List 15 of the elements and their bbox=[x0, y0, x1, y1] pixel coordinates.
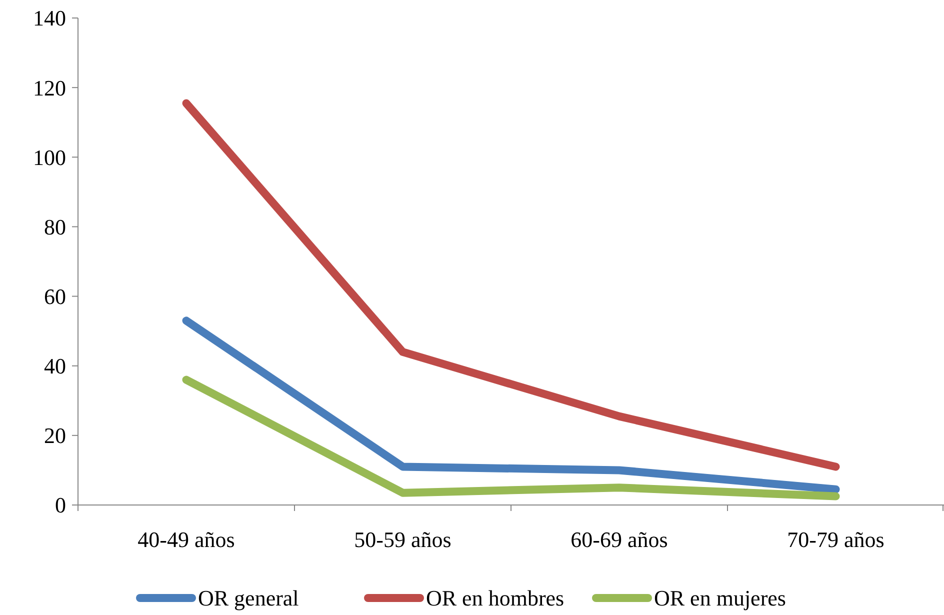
y-tick-label: 40 bbox=[44, 354, 66, 379]
x-tick-label: 50-59 años bbox=[354, 527, 452, 552]
legend-label: OR en mujeres bbox=[654, 586, 786, 611]
y-tick-label: 120 bbox=[33, 75, 66, 100]
y-tick-label: 100 bbox=[33, 144, 66, 170]
x-tick-label: 60-69 años bbox=[570, 527, 668, 552]
y-tick-label: 60 bbox=[44, 284, 66, 309]
legend-label: OR general bbox=[198, 586, 299, 611]
legend-label: OR en hombres bbox=[426, 586, 564, 611]
x-tick-label: 40-49 años bbox=[138, 527, 235, 552]
y-tick-label: 140 bbox=[33, 6, 66, 31]
y-tick-label: 0 bbox=[55, 492, 66, 518]
y-tick-label: 20 bbox=[44, 423, 66, 448]
y-tick-label: 80 bbox=[44, 214, 66, 240]
x-tick-label: 70-79 años bbox=[787, 527, 884, 552]
